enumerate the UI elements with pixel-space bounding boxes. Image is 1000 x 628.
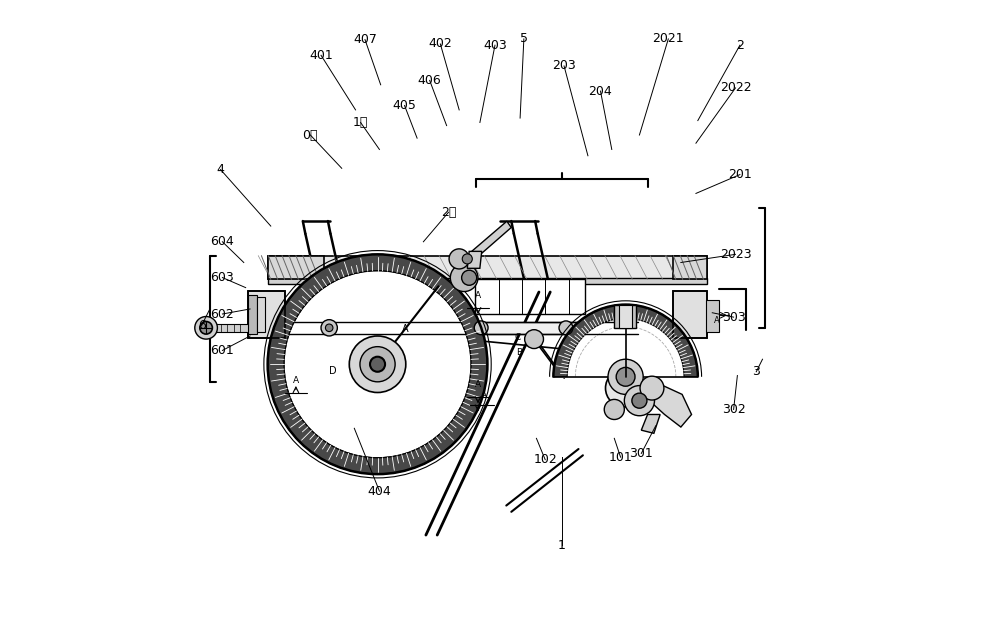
Text: 1: 1	[558, 539, 565, 551]
Circle shape	[284, 271, 471, 458]
Bar	[268, 256, 707, 279]
Text: 201: 201	[728, 168, 752, 181]
Text: 602: 602	[211, 308, 234, 320]
Bar	[212, 324, 249, 332]
Text: 404: 404	[368, 485, 391, 497]
Bar	[248, 291, 285, 338]
Circle shape	[525, 330, 543, 349]
Text: 402: 402	[428, 38, 452, 50]
Text: A: A	[475, 381, 481, 389]
Text: 2022: 2022	[720, 82, 751, 94]
Circle shape	[370, 357, 385, 372]
Bar	[614, 305, 636, 328]
Text: 2: 2	[736, 39, 744, 51]
Polygon shape	[467, 251, 482, 268]
Bar	[673, 256, 707, 279]
Bar	[619, 305, 632, 328]
Circle shape	[325, 324, 333, 332]
Text: A: A	[714, 316, 720, 325]
Text: A: A	[475, 291, 481, 300]
Circle shape	[200, 322, 212, 334]
Bar	[268, 256, 324, 279]
Circle shape	[624, 386, 654, 416]
Text: 407: 407	[353, 33, 377, 46]
Text: 601: 601	[211, 344, 234, 357]
Text: A: A	[402, 323, 409, 333]
Circle shape	[321, 320, 337, 336]
Text: 406: 406	[418, 74, 442, 87]
Wedge shape	[553, 305, 698, 377]
Bar	[673, 291, 707, 338]
Circle shape	[632, 393, 647, 408]
Bar	[248, 295, 257, 334]
Text: 102: 102	[533, 453, 557, 466]
Text: 401: 401	[309, 49, 333, 62]
Circle shape	[462, 270, 477, 285]
Text: 4: 4	[217, 163, 224, 176]
Circle shape	[616, 367, 635, 386]
Text: C: C	[514, 333, 521, 342]
Text: 303: 303	[722, 311, 745, 323]
Text: D: D	[329, 365, 336, 376]
Wedge shape	[567, 318, 684, 377]
Text: A: A	[481, 391, 487, 400]
Circle shape	[449, 249, 469, 269]
Text: 2位: 2位	[441, 206, 456, 219]
Text: 0位: 0位	[303, 129, 318, 141]
Circle shape	[606, 369, 643, 407]
Bar	[673, 291, 707, 338]
Text: 1位: 1位	[353, 116, 368, 129]
Text: 3: 3	[752, 365, 760, 378]
Text: 604: 604	[211, 236, 234, 248]
Circle shape	[474, 321, 488, 335]
Circle shape	[604, 399, 624, 420]
Circle shape	[462, 254, 472, 264]
Circle shape	[360, 347, 395, 382]
Circle shape	[640, 376, 664, 400]
Circle shape	[195, 317, 217, 339]
Polygon shape	[641, 414, 660, 433]
Circle shape	[608, 359, 643, 394]
Text: B: B	[516, 349, 522, 357]
Text: 5: 5	[520, 33, 528, 45]
Text: 2023: 2023	[720, 248, 751, 261]
Bar	[268, 278, 707, 284]
Text: 301: 301	[629, 447, 653, 460]
Circle shape	[559, 321, 573, 335]
Wedge shape	[268, 254, 487, 474]
Circle shape	[450, 264, 478, 291]
Text: 302: 302	[722, 403, 745, 416]
Text: 101: 101	[609, 451, 632, 463]
Circle shape	[349, 336, 406, 392]
Bar	[248, 291, 285, 338]
Text: 204: 204	[589, 85, 612, 97]
Bar	[257, 297, 264, 332]
Bar	[475, 279, 585, 314]
Text: 603: 603	[211, 271, 234, 284]
Text: 2021: 2021	[652, 33, 684, 45]
Text: 6: 6	[198, 319, 206, 332]
Polygon shape	[651, 380, 692, 427]
Text: 405: 405	[393, 99, 416, 112]
Bar	[706, 300, 719, 332]
Text: 203: 203	[552, 60, 576, 72]
Text: A: A	[293, 376, 299, 385]
Polygon shape	[472, 221, 511, 257]
Text: 403: 403	[483, 39, 507, 51]
Bar	[283, 322, 638, 334]
